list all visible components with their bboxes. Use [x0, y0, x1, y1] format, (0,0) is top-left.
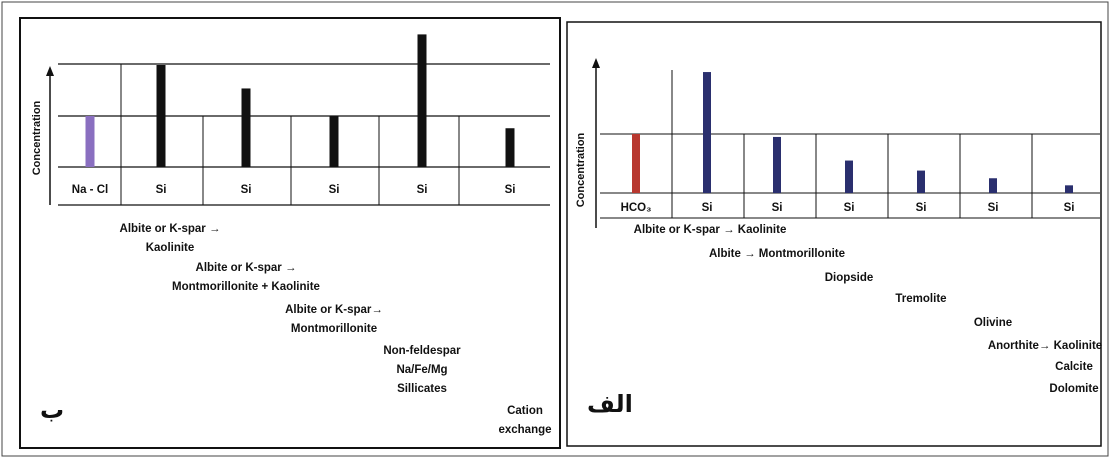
left-process-5-line-1: Cation [507, 405, 543, 417]
right-bars: HCO₃ Si Si Si Si Si Si [621, 72, 1075, 214]
right-process-2: Albite → Montmorillonite [709, 248, 845, 260]
right-bar-6 [989, 178, 997, 193]
left-y-axis-label: Concentration [31, 100, 43, 175]
left-bar-label-6: Si [505, 184, 516, 196]
right-bar-label-1: HCO₃ [621, 202, 652, 214]
right-process-4: Tremolite [895, 293, 946, 305]
left-process-4-line-3: Sillicates [397, 383, 447, 395]
right-process-3: Diopside [825, 272, 874, 284]
left-process-1-line-2: Kaolinite [146, 242, 195, 254]
right-bar-2 [703, 72, 711, 193]
right-bar-label-5: Si [916, 202, 927, 214]
left-bar-label-5: Si [417, 184, 428, 196]
left-bar-1 [85, 116, 95, 167]
left-y-axis-arrow [46, 66, 54, 76]
left-process-3-line-1: Albite or K-spar→ [285, 304, 383, 316]
left-bar-label-3: Si [241, 184, 252, 196]
right-y-axis-arrow [592, 58, 600, 68]
right-bar-1 [632, 134, 640, 193]
left-process-1-line-1: Albite or K-spar → [120, 223, 221, 235]
left-panel-tag: ب [40, 396, 64, 424]
left-process-4-line-2: Na/Fe/Mg [396, 364, 447, 376]
left-bar-5 [417, 34, 427, 168]
left-bar-2 [156, 65, 166, 167]
right-bar-label-6: Si [988, 202, 999, 214]
right-bar-label-7: Si [1064, 202, 1075, 214]
right-bar-7 [1065, 185, 1073, 193]
right-process-5: Olivine [974, 317, 1012, 329]
right-panel: Concentration HCO₃ Si Si Si Si Si Si Albite or… [566, 21, 1103, 447]
right-bar-label-4: Si [844, 202, 855, 214]
right-bar-label-3: Si [772, 202, 783, 214]
right-process-6: Anorthite→ Kaolinite [988, 340, 1102, 352]
left-bar-3 [241, 88, 251, 167]
left-bar-6 [505, 128, 515, 167]
right-process-1: Albite or K-spar → Kaolinite [634, 224, 787, 236]
right-y-axis-label: Concentration [575, 132, 587, 207]
right-bar-label-2: Si [702, 202, 713, 214]
left-panel: Concentration Na - Cl Si Si Si Si Si Albite o… [19, 17, 561, 449]
left-process-5-line-2: exchange [498, 424, 551, 436]
right-bar-3 [773, 136, 781, 193]
left-bar-label-4: Si [329, 184, 340, 196]
left-process-2-line-2: Montmorillonite + Kaolinite [172, 281, 320, 293]
left-bars: Na - Cl Si Si Si Si Si [72, 34, 516, 196]
left-bar-label-1: Na - Cl [72, 184, 108, 196]
right-process-labels: Albite or K-spar → Kaolinite Albite → Mon… [634, 224, 1103, 395]
right-bar-5 [917, 170, 925, 193]
left-process-3-line-2: Montmorillonite [291, 323, 377, 335]
right-bar-4 [845, 160, 853, 193]
right-process-8: Dolomite [1049, 383, 1098, 395]
right-panel-tag: الف [587, 390, 633, 418]
left-process-2-line-1: Albite or K-spar → [196, 262, 297, 274]
left-process-4-line-1: Non-feldespar [383, 345, 461, 357]
right-process-7: Calcite [1055, 361, 1093, 373]
left-panel-border [19, 17, 561, 449]
right-panel-border [566, 21, 1102, 447]
left-bar-label-2: Si [156, 184, 167, 196]
left-bar-4 [329, 116, 339, 167]
